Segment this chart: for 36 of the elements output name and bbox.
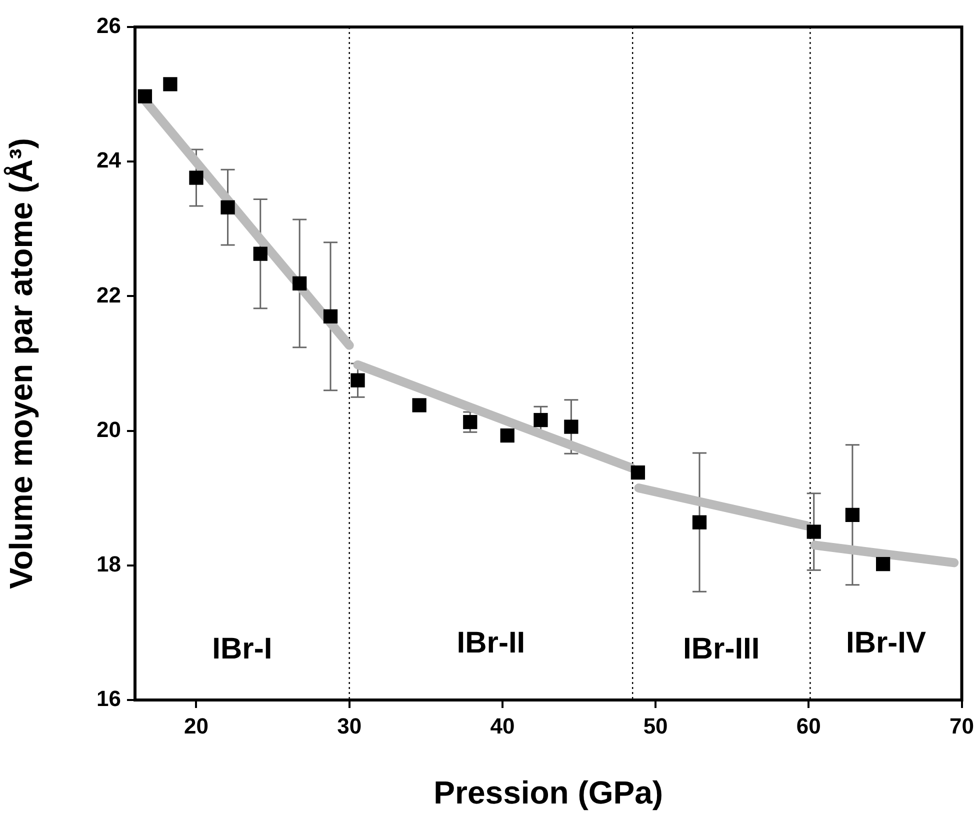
point — [253, 246, 268, 261]
point — [876, 556, 890, 572]
y-tick-label: 20 — [96, 416, 121, 442]
x-tick-label: 40 — [490, 713, 515, 738]
annotation: IBr-IV — [846, 626, 926, 660]
point — [564, 420, 578, 434]
point — [350, 373, 365, 388]
point — [163, 77, 178, 92]
y-tick-label: 16 — [96, 686, 121, 712]
point — [189, 170, 204, 185]
point — [692, 515, 707, 530]
point — [534, 412, 548, 428]
point — [138, 89, 152, 104]
y-tick-label: 24 — [96, 148, 122, 173]
point — [292, 276, 307, 290]
x-tick-label: 60 — [796, 713, 821, 738]
point — [412, 398, 426, 412]
x-tick-label: 20 — [184, 713, 208, 738]
x-axis-title: Pression (GPa) — [434, 774, 664, 811]
y-axis-title: Volume moyen par atome (Å³) — [3, 138, 40, 590]
annotation: IBr-III — [683, 632, 760, 666]
point — [845, 508, 860, 522]
point — [500, 428, 514, 443]
x-tick-label: 30 — [337, 713, 362, 738]
x-tick-label: 50 — [643, 713, 668, 738]
point — [463, 414, 478, 430]
point — [220, 200, 235, 214]
point — [630, 465, 646, 480]
point — [806, 524, 821, 539]
y-tick-label: 18 — [96, 551, 121, 576]
x-tick-label: 70 — [950, 713, 974, 738]
y-tick-label: 26 — [96, 13, 121, 38]
point — [323, 309, 338, 324]
annotation: IBr-I — [212, 632, 272, 666]
annotation: IBr-II — [456, 626, 526, 660]
y-tick-label: 22 — [96, 282, 121, 308]
